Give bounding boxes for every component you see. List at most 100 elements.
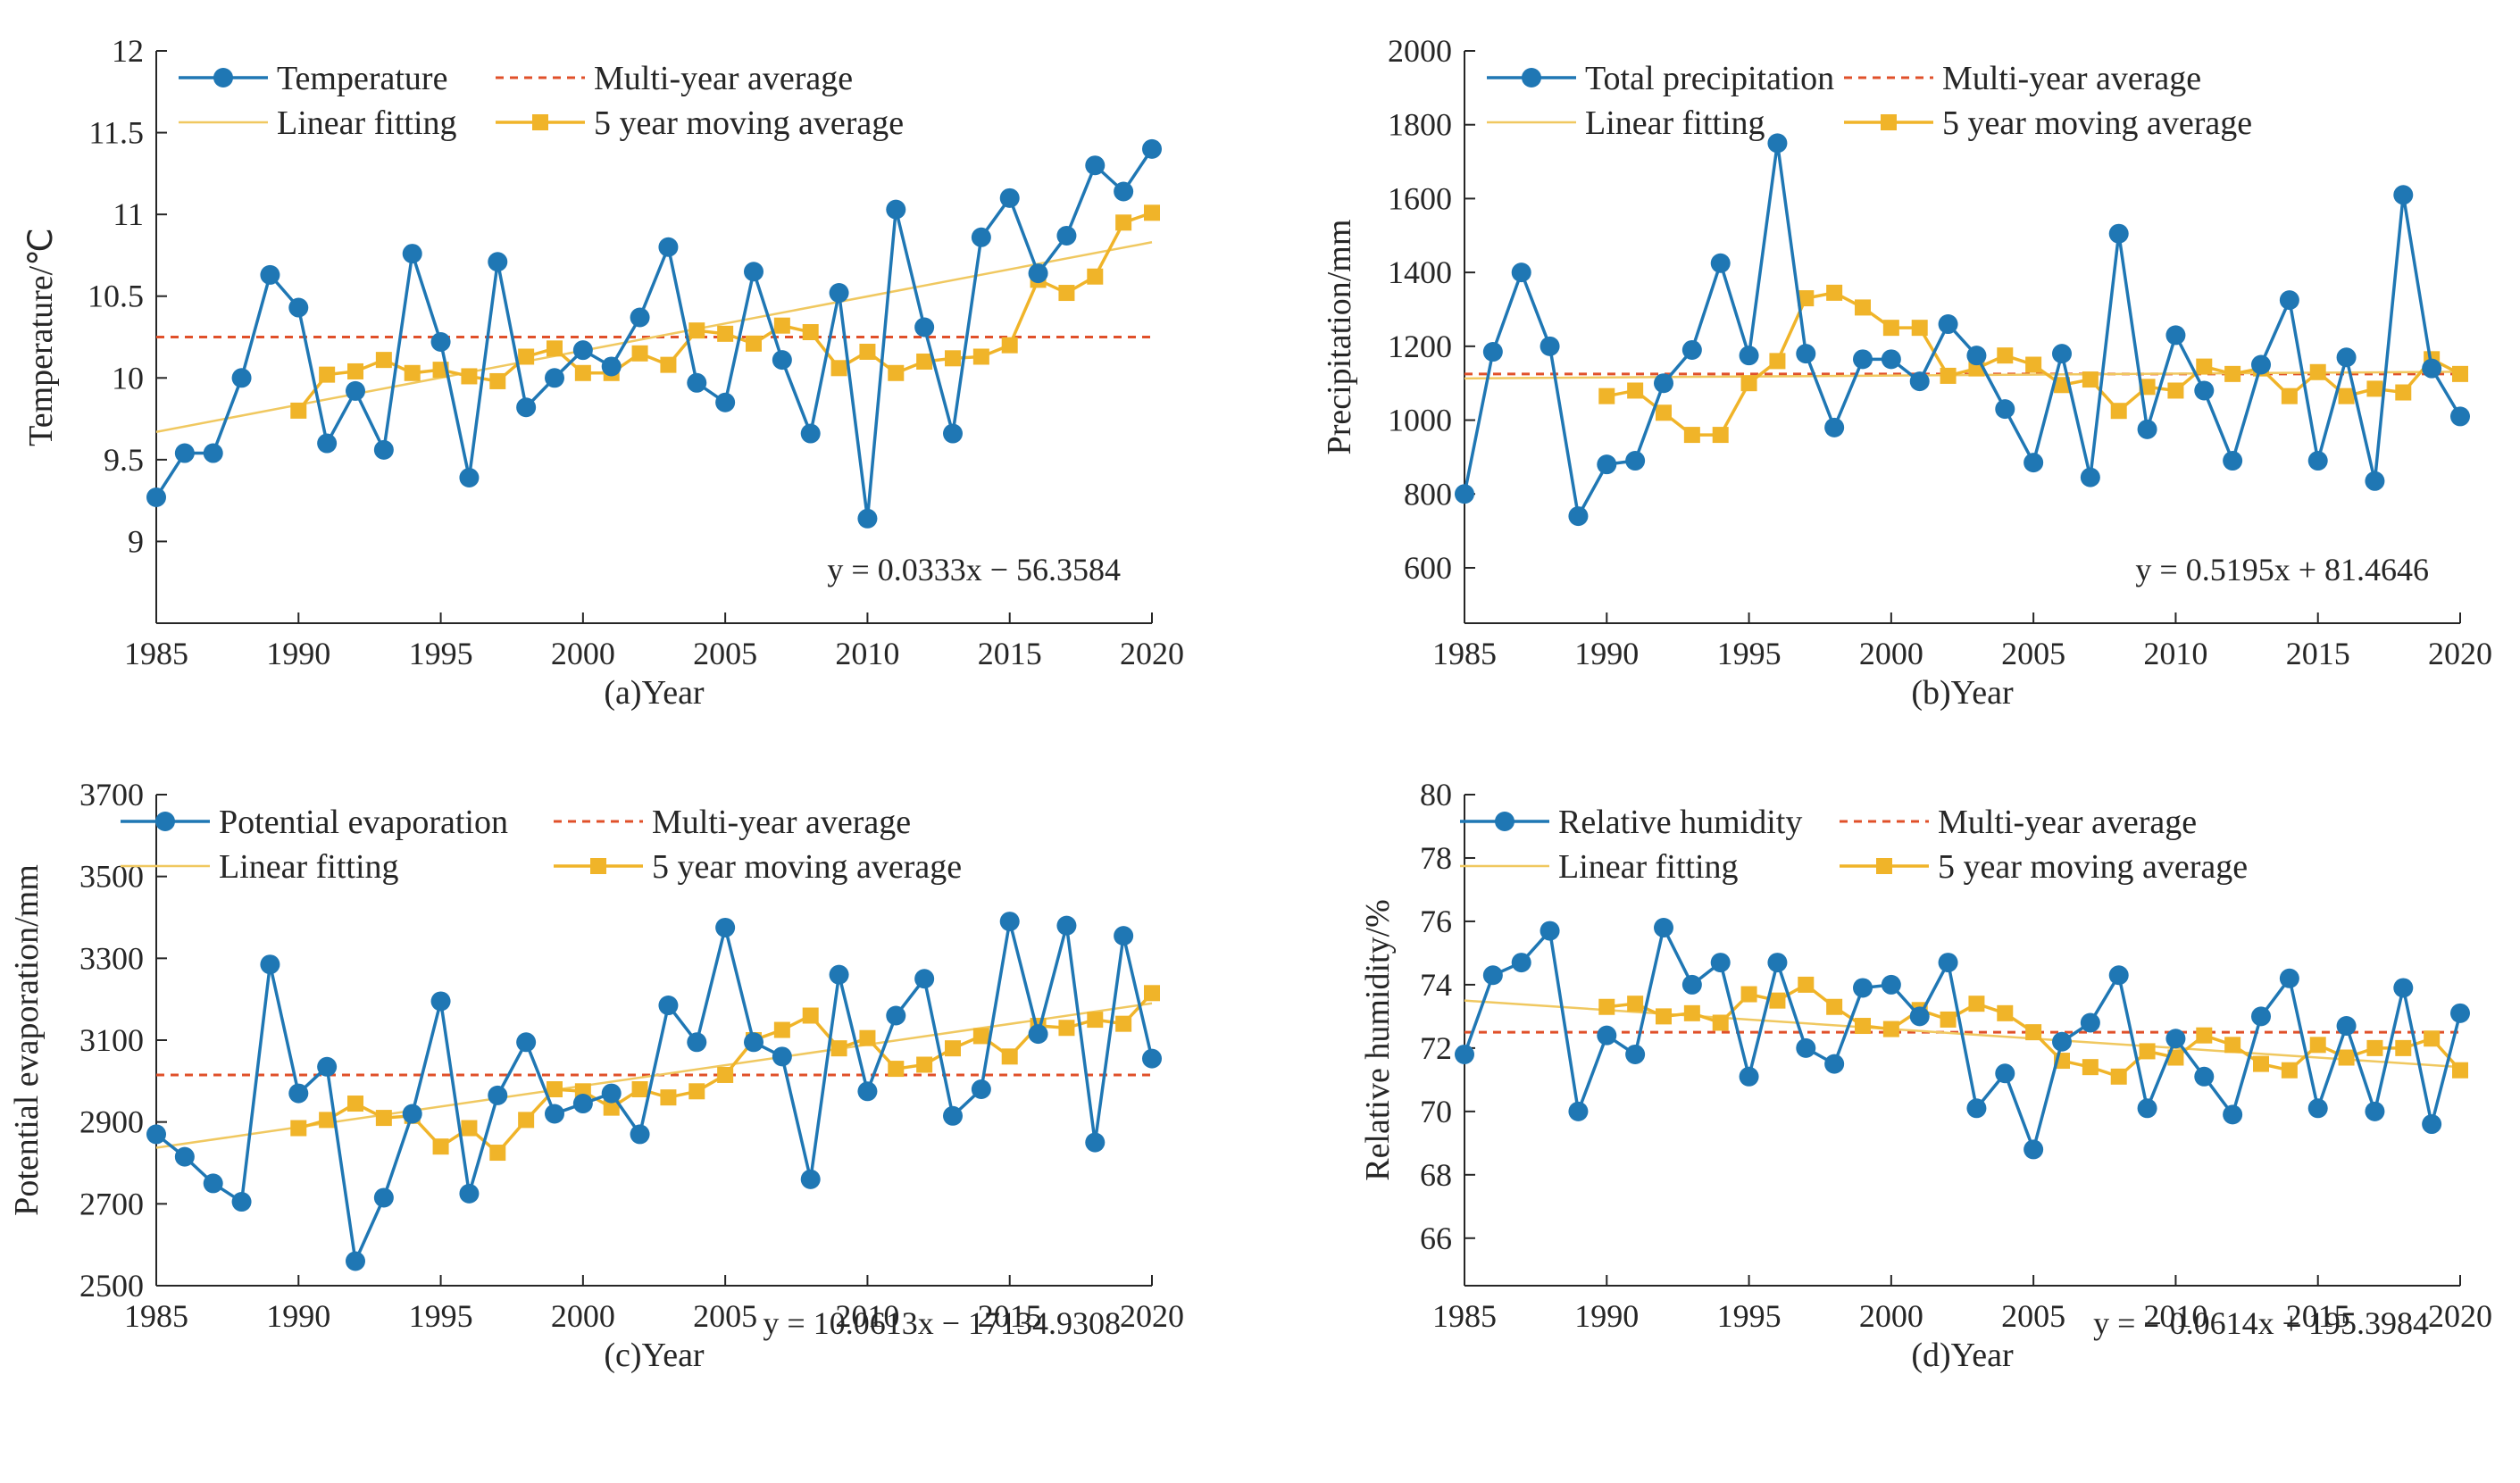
moving-average-point <box>2452 365 2468 382</box>
moving-average-point <box>1740 375 1757 392</box>
moving-average-point <box>1997 1004 2014 1021</box>
moving-average-point <box>2366 380 2383 397</box>
moving-average-point <box>1656 1008 1672 1025</box>
moving-average-point <box>2281 387 2298 404</box>
moving-average-point <box>2167 382 2184 399</box>
x-tick-label: 2020 <box>1120 636 1184 671</box>
moving-average-point <box>2167 1049 2184 1066</box>
moving-average-point <box>1087 268 1104 285</box>
observed-point <box>630 307 650 328</box>
observed-point <box>2422 1114 2442 1135</box>
observed-point <box>772 1046 792 1067</box>
moving-average-point <box>1087 1012 1104 1029</box>
observed-point <box>2251 354 2271 375</box>
observed-point <box>402 244 422 264</box>
observed-point <box>317 433 338 454</box>
moving-average-point <box>773 1021 790 1038</box>
observed-point <box>800 423 821 444</box>
legend-fit-label: Linear fitting <box>1558 848 1739 886</box>
observed-point <box>2052 344 2072 364</box>
moving-average-point <box>2395 1039 2412 1056</box>
y-tick-label: 1000 <box>1388 403 1452 438</box>
y-tick-label: 72 <box>1420 1030 1452 1066</box>
observed-point <box>203 443 223 463</box>
observed-point <box>1625 1044 1646 1064</box>
moving-average-point <box>945 350 961 367</box>
observed-point <box>2165 325 2186 346</box>
moving-average-point <box>347 362 363 379</box>
moving-average-point <box>717 1066 734 1083</box>
observed-point <box>1796 1037 1816 1058</box>
observed-point <box>829 964 849 985</box>
moving-average-point <box>375 352 392 369</box>
legend-moving-label: 5 year moving average <box>652 848 962 886</box>
observed-point <box>2137 1098 2157 1119</box>
y-tick-label: 3300 <box>79 940 144 976</box>
moving-average-point <box>1997 347 2014 364</box>
observed-point <box>174 443 195 463</box>
moving-average-point <box>1940 367 1957 384</box>
observed-point <box>1142 1048 1162 1069</box>
legend-observed-marker <box>213 68 233 87</box>
observed-point <box>1681 339 1702 360</box>
moving-average-point <box>1769 353 1786 370</box>
x-tick-label: 2005 <box>2001 1298 2065 1334</box>
observed-point <box>1028 1024 1048 1045</box>
moving-average-point <box>1058 1020 1075 1037</box>
legend-average-label: Multi-year average <box>1942 60 2201 97</box>
moving-average-point <box>688 322 705 339</box>
moving-average-point <box>1683 1004 1700 1021</box>
observed-point <box>545 1104 564 1124</box>
observed-point <box>2279 290 2299 311</box>
observed-point <box>2165 1029 2186 1049</box>
moving-average-point <box>1115 214 1132 231</box>
moving-average-point <box>375 1110 392 1127</box>
observed-point <box>1995 399 2015 420</box>
observed-point <box>203 1173 223 1194</box>
observed-point <box>430 331 451 352</box>
moving-average-point <box>461 1120 478 1137</box>
moving-average-point <box>347 1096 363 1112</box>
moving-average-point <box>1798 290 1815 307</box>
observed-point <box>1114 926 1134 946</box>
moving-average-point <box>1058 285 1075 302</box>
moving-average-point <box>1968 996 1985 1012</box>
observed-point <box>260 264 280 285</box>
moving-average-point <box>1144 985 1160 1002</box>
x-tick-label: 1995 <box>1717 1298 1782 1334</box>
observed-point <box>1597 454 1617 475</box>
observed-point <box>146 487 166 507</box>
observed-point <box>174 1146 195 1167</box>
moving-average-point <box>547 1081 563 1097</box>
moving-average-point <box>547 340 563 357</box>
y-tick-label: 1800 <box>1388 107 1452 143</box>
y-tick-label: 3700 <box>79 777 144 812</box>
observed-point <box>1511 262 1531 283</box>
moving-average-point <box>432 1138 449 1155</box>
moving-average-point <box>1656 404 1672 421</box>
moving-average-point <box>631 1081 648 1097</box>
legend-observed-marker <box>155 812 175 831</box>
observed-point <box>459 468 480 488</box>
moving-average-point <box>290 402 307 419</box>
moving-average-point <box>1627 996 1644 1012</box>
legend-moving-marker <box>1881 114 1897 130</box>
observed-point <box>1511 953 1531 973</box>
x-tick-label: 2005 <box>693 636 757 671</box>
observed-point <box>488 252 508 272</box>
moving-average-point <box>404 364 421 381</box>
y-axis-label: Potential evaporation/mm <box>8 864 46 1216</box>
observed-point <box>346 1251 365 1271</box>
observed-point <box>857 508 878 529</box>
moving-average-point <box>1001 337 1018 354</box>
x-tick-label: 2000 <box>551 636 615 671</box>
moving-average-point <box>1001 1048 1018 1065</box>
legend-observed-label: Temperature <box>277 60 447 97</box>
observed-point <box>772 350 792 371</box>
observed-point <box>402 1104 422 1124</box>
moving-average-point <box>717 325 734 342</box>
legend-observed-marker <box>1495 812 1515 831</box>
observed-point <box>516 1032 537 1053</box>
moving-average-point <box>2054 377 2070 394</box>
moving-average-point <box>2253 1055 2269 1072</box>
